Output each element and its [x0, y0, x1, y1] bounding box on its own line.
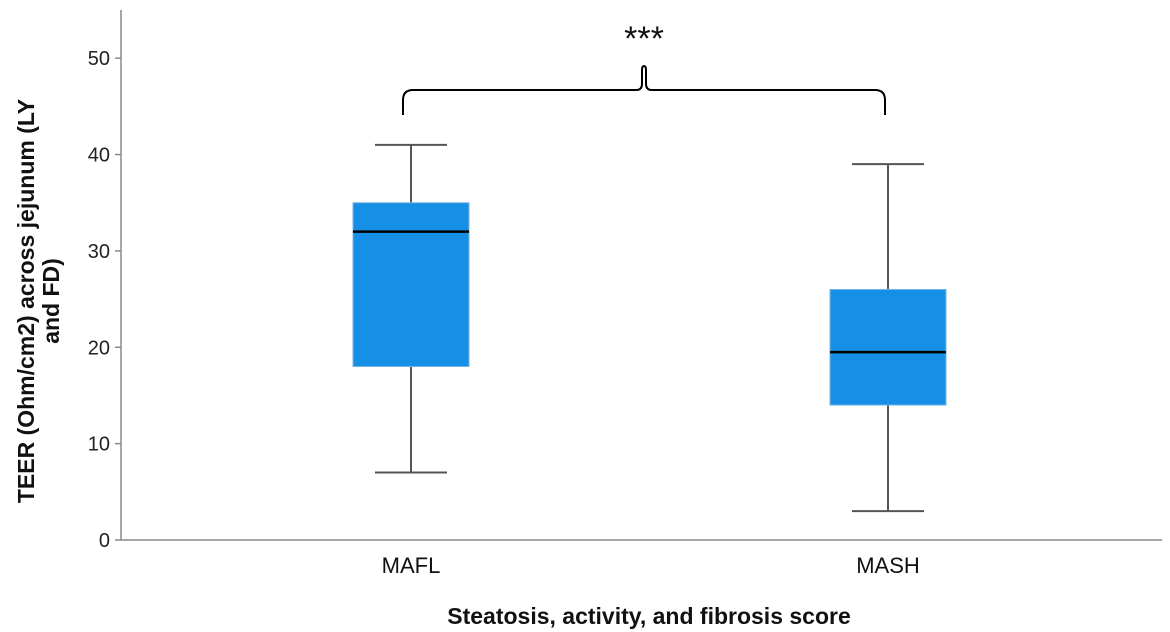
significance-stars: ***: [624, 20, 664, 58]
x-category-label: MASH: [856, 553, 920, 578]
box-mafl: [352, 143, 470, 474]
x-category-label: MAFL: [382, 553, 441, 578]
x-axis: MAFL MASH: [121, 539, 1162, 578]
y-axis-title-line-1: TEER (Ohm/cm2) across jejunum (LY: [13, 99, 39, 503]
y-axis: 0 10 20 30 40 50: [88, 10, 122, 552]
significance-annotation: ***: [402, 20, 886, 115]
y-axis-title-line-2: and FD): [38, 258, 64, 344]
x-axis-title: Steatosis, activity, and fibrosis score: [447, 603, 851, 629]
box-mash: [829, 163, 947, 513]
y-tick-label: 20: [88, 337, 110, 359]
y-tick-label: 40: [88, 145, 110, 167]
y-tick-label: 50: [88, 48, 110, 70]
iqr-box: [352, 202, 470, 368]
iqr-box: [829, 288, 947, 406]
boxes: [352, 143, 947, 513]
significance-bracket: [402, 64, 886, 115]
y-tick-label: 0: [99, 530, 110, 552]
y-tick-label: 10: [88, 434, 110, 456]
y-tick-label: 30: [88, 241, 110, 263]
